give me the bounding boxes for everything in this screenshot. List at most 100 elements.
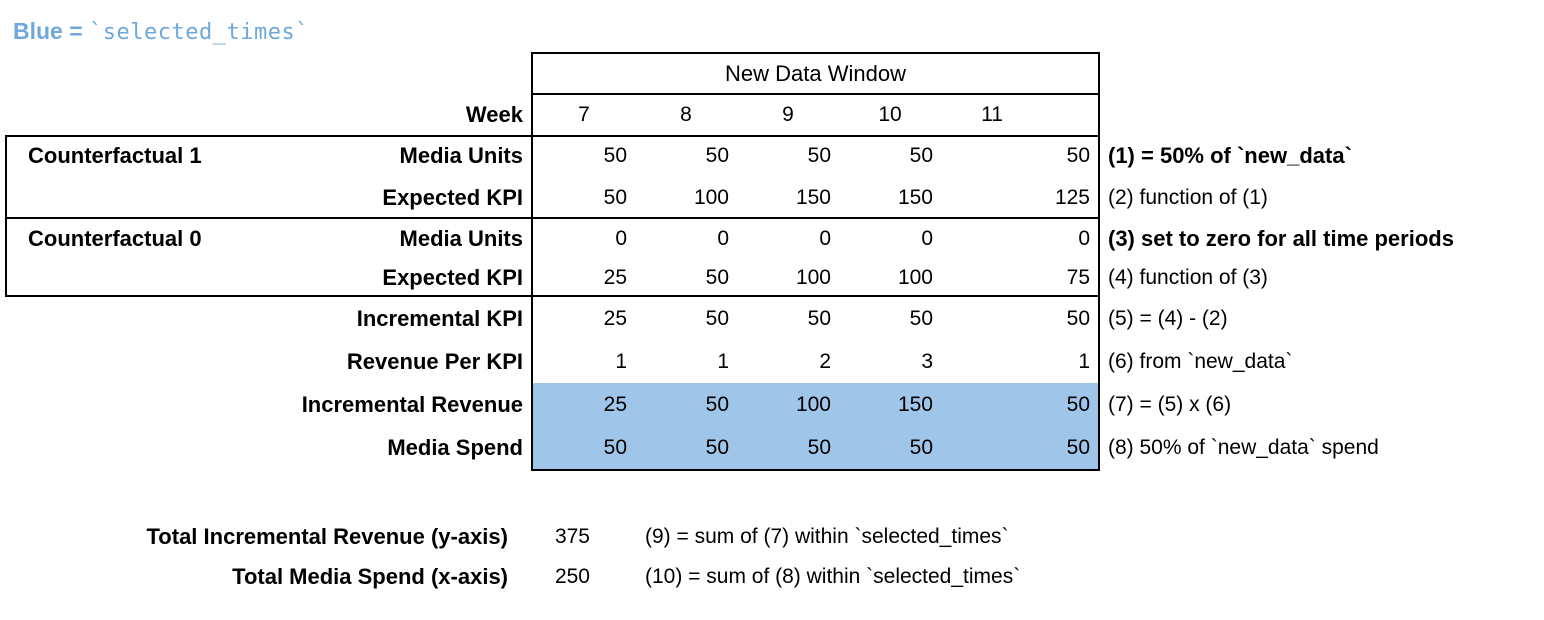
- new-data-window-label: New Data Window: [725, 60, 906, 86]
- table-row-cf1-expected-kpi: Expected KPI 50 100 150 150 125 (2) func…: [0, 177, 1544, 219]
- table-row-cf1-media-units: Counterfactual 1 Media Units 50 50 50 50…: [0, 135, 1544, 177]
- cell-value: 25: [603, 306, 627, 330]
- total-value: 375: [554, 525, 590, 548]
- cell-value: 100: [897, 265, 933, 289]
- group-label-counterfactual-0: Counterfactual 0: [28, 225, 202, 251]
- cell-value: 50: [1066, 306, 1090, 330]
- counterfactual-0-box: [5, 219, 1100, 297]
- row-annotation: (3) set to zero for all time periods: [1108, 225, 1454, 251]
- legend-code-selected-times: `selected_times`: [89, 20, 309, 45]
- cell-value: 50: [1066, 144, 1090, 167]
- cell-value: 1: [1078, 349, 1090, 373]
- selected-times-highlight: [533, 383, 1098, 469]
- cell-value: 50: [705, 265, 729, 289]
- table-row-cf0-media-units: Counterfactual 0 Media Units 0 0 0 0 0 (…: [0, 219, 1544, 258]
- cell-value: 50: [1066, 392, 1090, 416]
- cell-value: 1: [615, 349, 627, 373]
- table-row-cf0-expected-kpi: Expected KPI 25 50 100 100 75 (4) functi…: [0, 258, 1544, 297]
- row-label: Incremental Revenue: [301, 391, 523, 417]
- cell-value: 50: [705, 392, 729, 416]
- cell-value: 0: [717, 226, 729, 250]
- table-row-revenue-per-kpi: Revenue Per KPI 1 1 2 3 1 (6) from `new_…: [0, 340, 1544, 383]
- row-label: Revenue Per KPI: [346, 348, 523, 374]
- cell-value: 50: [705, 435, 729, 459]
- cell-value: 3: [921, 349, 933, 373]
- row-annotation: (5) = (4) - (2): [1108, 306, 1228, 330]
- total-annotation: (9) = sum of (7) within `selected_times`: [645, 525, 1009, 548]
- row-annotation: (7) = (5) x (6): [1108, 392, 1232, 416]
- week-number: 11: [981, 103, 1003, 126]
- cell-value: 75: [1066, 265, 1090, 289]
- cell-value: 100: [795, 265, 831, 289]
- row-annotation: (6) from `new_data`: [1108, 349, 1293, 373]
- row-label: Incremental KPI: [356, 305, 523, 331]
- cell-value: 50: [603, 435, 627, 459]
- cell-value: 1: [717, 349, 729, 373]
- group-label-counterfactual-1: Counterfactual 1: [28, 143, 202, 168]
- cell-value: 0: [615, 226, 627, 250]
- new-data-window-header: New Data Window: [531, 52, 1100, 95]
- row-cells: 50 100 150 150 125: [533, 177, 1098, 219]
- cell-value: 125: [1054, 186, 1090, 209]
- row-cells: 25 50 50 50 50: [533, 297, 1098, 340]
- row-label: Expected KPI: [382, 185, 523, 210]
- cell-value: 50: [807, 306, 831, 330]
- cell-value: 50: [1066, 435, 1090, 459]
- row-label: Media Units: [399, 225, 523, 251]
- total-annotation: (10) = sum of (8) within `selected_times…: [645, 565, 1021, 588]
- cell-value: 50: [909, 144, 933, 167]
- legend-prefix: Blue =: [13, 18, 90, 44]
- cell-value: 50: [909, 306, 933, 330]
- total-value: 250: [554, 565, 590, 588]
- row-label: Media Spend: [387, 434, 523, 460]
- cell-value: 100: [795, 392, 831, 416]
- row-cells: 25 50 100 100 75: [533, 258, 1098, 297]
- label-data-divider: [531, 135, 533, 297]
- total-label: Total Incremental Revenue (y-axis): [146, 524, 509, 549]
- week-number: 10: [878, 103, 902, 126]
- cell-value: 50: [807, 435, 831, 459]
- cell-value: 25: [603, 392, 627, 416]
- total-incremental-revenue-row: Total Incremental Revenue (y-axis) 375 (…: [0, 521, 1544, 553]
- total-label: Total Media Spend (x-axis): [232, 564, 508, 589]
- week-number: 7: [578, 103, 590, 126]
- cell-value: 150: [897, 392, 933, 416]
- week-numbers-row: 7 8 9 10 11: [533, 95, 1098, 135]
- table-row-media-spend: Media Spend 50 50 50 50 50 (8) 50% of `n…: [0, 426, 1544, 469]
- cell-value: 0: [1078, 226, 1090, 250]
- legend-blue-note: Blue = `selected_times`: [13, 18, 309, 45]
- cell-value: 0: [921, 226, 933, 250]
- cell-value: 50: [909, 435, 933, 459]
- table-row-incremental-kpi: Incremental KPI 25 50 50 50 50 (5) = (4)…: [0, 297, 1544, 340]
- row-annotation: (1) = 50% of `new_data`: [1108, 143, 1352, 168]
- cell-value: 150: [795, 186, 831, 209]
- row-cells: 50 50 50 50 50: [533, 135, 1098, 177]
- cell-value: 150: [897, 186, 933, 209]
- derived-rows-box: [531, 297, 1100, 471]
- week-number: 8: [680, 103, 692, 126]
- cell-value: 100: [693, 186, 729, 209]
- cell-value: 50: [705, 144, 729, 167]
- cell-value: 0: [819, 226, 831, 250]
- cell-value: 50: [807, 144, 831, 167]
- cell-value: 25: [603, 265, 627, 289]
- row-annotation: (4) function of (3): [1108, 265, 1268, 289]
- counterfactual-1-box: [5, 135, 1100, 219]
- week-number: 9: [782, 103, 794, 126]
- cell-value: 2: [819, 349, 831, 373]
- row-annotation: (2) function of (1): [1108, 186, 1268, 209]
- table-row-incremental-revenue: Incremental Revenue 25 50 100 150 50 (7)…: [0, 383, 1544, 426]
- row-cells: 50 50 50 50 50: [533, 426, 1098, 469]
- row-label: Media Units: [399, 143, 523, 168]
- row-annotation: (8) 50% of `new_data` spend: [1108, 435, 1379, 459]
- row-cells: 25 50 100 150 50: [533, 383, 1098, 426]
- total-media-spend-row: Total Media Spend (x-axis) 250 (10) = su…: [0, 561, 1544, 593]
- week-row-label: Week: [465, 102, 523, 127]
- row-cells: 0 0 0 0 0: [533, 219, 1098, 258]
- cell-value: 50: [603, 186, 627, 209]
- cell-value: 50: [603, 144, 627, 167]
- week-row-border: [531, 95, 1100, 135]
- row-cells: 1 1 2 3 1: [533, 340, 1098, 383]
- row-label: Expected KPI: [382, 264, 523, 290]
- cell-value: 50: [705, 306, 729, 330]
